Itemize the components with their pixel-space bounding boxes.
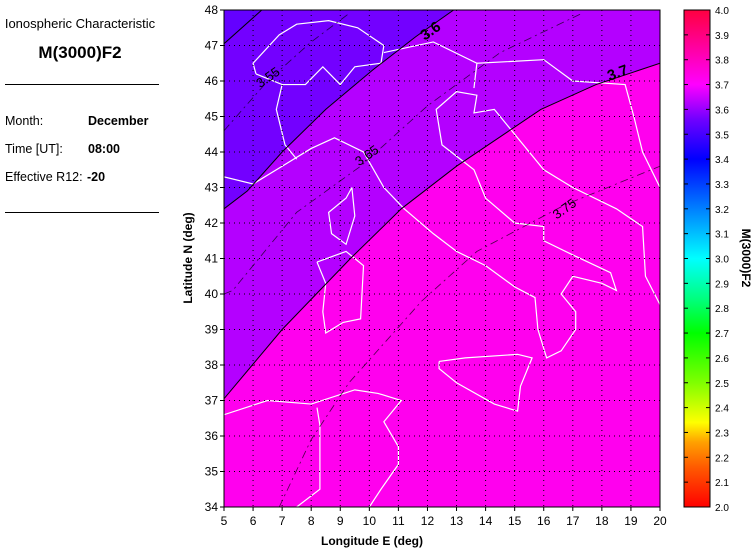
colorbar-tick-label: 2.3 [715,428,729,439]
coastline [383,41,478,89]
x-tick-label: 19 [624,514,638,528]
colorbar-tick-label: 3.5 [715,130,729,141]
fill-region-3.5-3.6 [224,10,454,209]
colorbar-tick-label: 2.0 [715,503,729,514]
x-tick-label: 6 [250,514,257,528]
x-tick-label: 5 [221,514,228,528]
x-tick-label: 7 [279,514,286,528]
x-tick-label: 11 [392,514,405,528]
month-label: Month: [5,114,44,128]
contour-line-3.6 [224,10,454,210]
colorbar-tick-label: 2.6 [715,354,729,365]
x-tick-label: 12 [421,514,435,528]
characteristic-subtitle: Ionospheric Characteristic [4,16,156,31]
y-tick-label: 34 [205,500,219,514]
colorbar-label: M(3000)F2 [739,229,753,288]
colorbar-tick-label: 3.0 [715,255,729,266]
y-tick-label: 46 [205,74,219,88]
colorbar-tick-label: 2.2 [715,453,729,464]
colorbar-tick-label: 3.2 [715,205,729,216]
contour-line-3.7 [224,62,660,400]
colorbar-tick-label: 2.5 [715,379,729,390]
colorbar-tick-label: 2.7 [715,329,729,340]
y-tick-label: 47 [205,39,219,53]
x-tick-label: 16 [537,514,551,528]
y-tick-label: 44 [205,145,219,159]
coastline [224,91,660,359]
contour-line-3.5 [224,10,263,45]
y-tick-label: 36 [205,429,219,443]
y-tick-label: 37 [205,394,219,408]
contour-line-3.55 [224,13,350,131]
x-tick-label: 17 [566,514,580,528]
divider [5,212,159,213]
time-label: Time [UT]: [5,142,63,156]
colorbar-tick-label: 2.4 [715,404,729,415]
coastline [224,389,403,507]
y-tick-label: 45 [205,110,219,124]
colorbar-tick-label: 4.0 [715,6,729,17]
colorbar-tick-label: 2.8 [715,304,729,315]
x-tick-label: 10 [363,514,377,528]
y-tick-label: 41 [205,252,219,266]
coastline [316,250,365,335]
coastline [275,84,298,160]
r12-label: Effective R12: [5,170,83,184]
colorbar-tick-label: 2.1 [715,478,729,489]
month-value: December [88,114,149,128]
coastline [252,20,385,86]
x-tick-label: 13 [450,514,464,528]
colorbar-tick-label: 3.6 [715,105,729,116]
time-value: 08:00 [88,142,120,156]
colorbar-tick-label: 3.9 [715,31,729,42]
contour-line-3.75 [278,165,660,507]
coastline [296,407,321,507]
y-axis-label: Latitude N (deg) [181,212,195,303]
coastline [327,187,356,246]
r12-value: -20 [87,170,106,184]
y-tick-label: 39 [205,323,219,337]
x-tick-label: 20 [653,514,667,528]
x-tick-label: 8 [308,514,315,528]
coastline [438,353,533,412]
characteristic-title: M(3000)F2 [38,43,122,62]
x-tick-label: 9 [337,514,344,528]
colorbar-tick-label: 2.9 [715,279,729,290]
colorbar [683,9,711,508]
coastline [476,59,660,188]
y-tick-label: 43 [205,181,219,195]
colorbar-tick-label: 3.7 [715,81,729,92]
colorbar-tick-label: 3.1 [715,230,729,241]
y-tick-label: 38 [205,358,219,372]
y-tick-label: 35 [205,465,219,479]
divider [5,84,159,85]
x-tick-label: 18 [595,514,609,528]
colorbar-tick-label: 3.4 [715,155,729,166]
x-tick-label: 14 [479,514,493,528]
y-tick-label: 48 [205,3,219,17]
y-tick-label: 42 [205,216,219,230]
contour-label: 3.7 [605,62,630,85]
fill-region-3.6-3.7 [224,10,660,399]
colorbar-tick-label: 3.8 [715,56,729,67]
x-axis-label: Longitude E (deg) [321,534,423,548]
colorbar-tick-label: 3.3 [715,180,729,191]
x-tick-label: 15 [508,514,522,528]
y-tick-label: 40 [205,287,219,301]
